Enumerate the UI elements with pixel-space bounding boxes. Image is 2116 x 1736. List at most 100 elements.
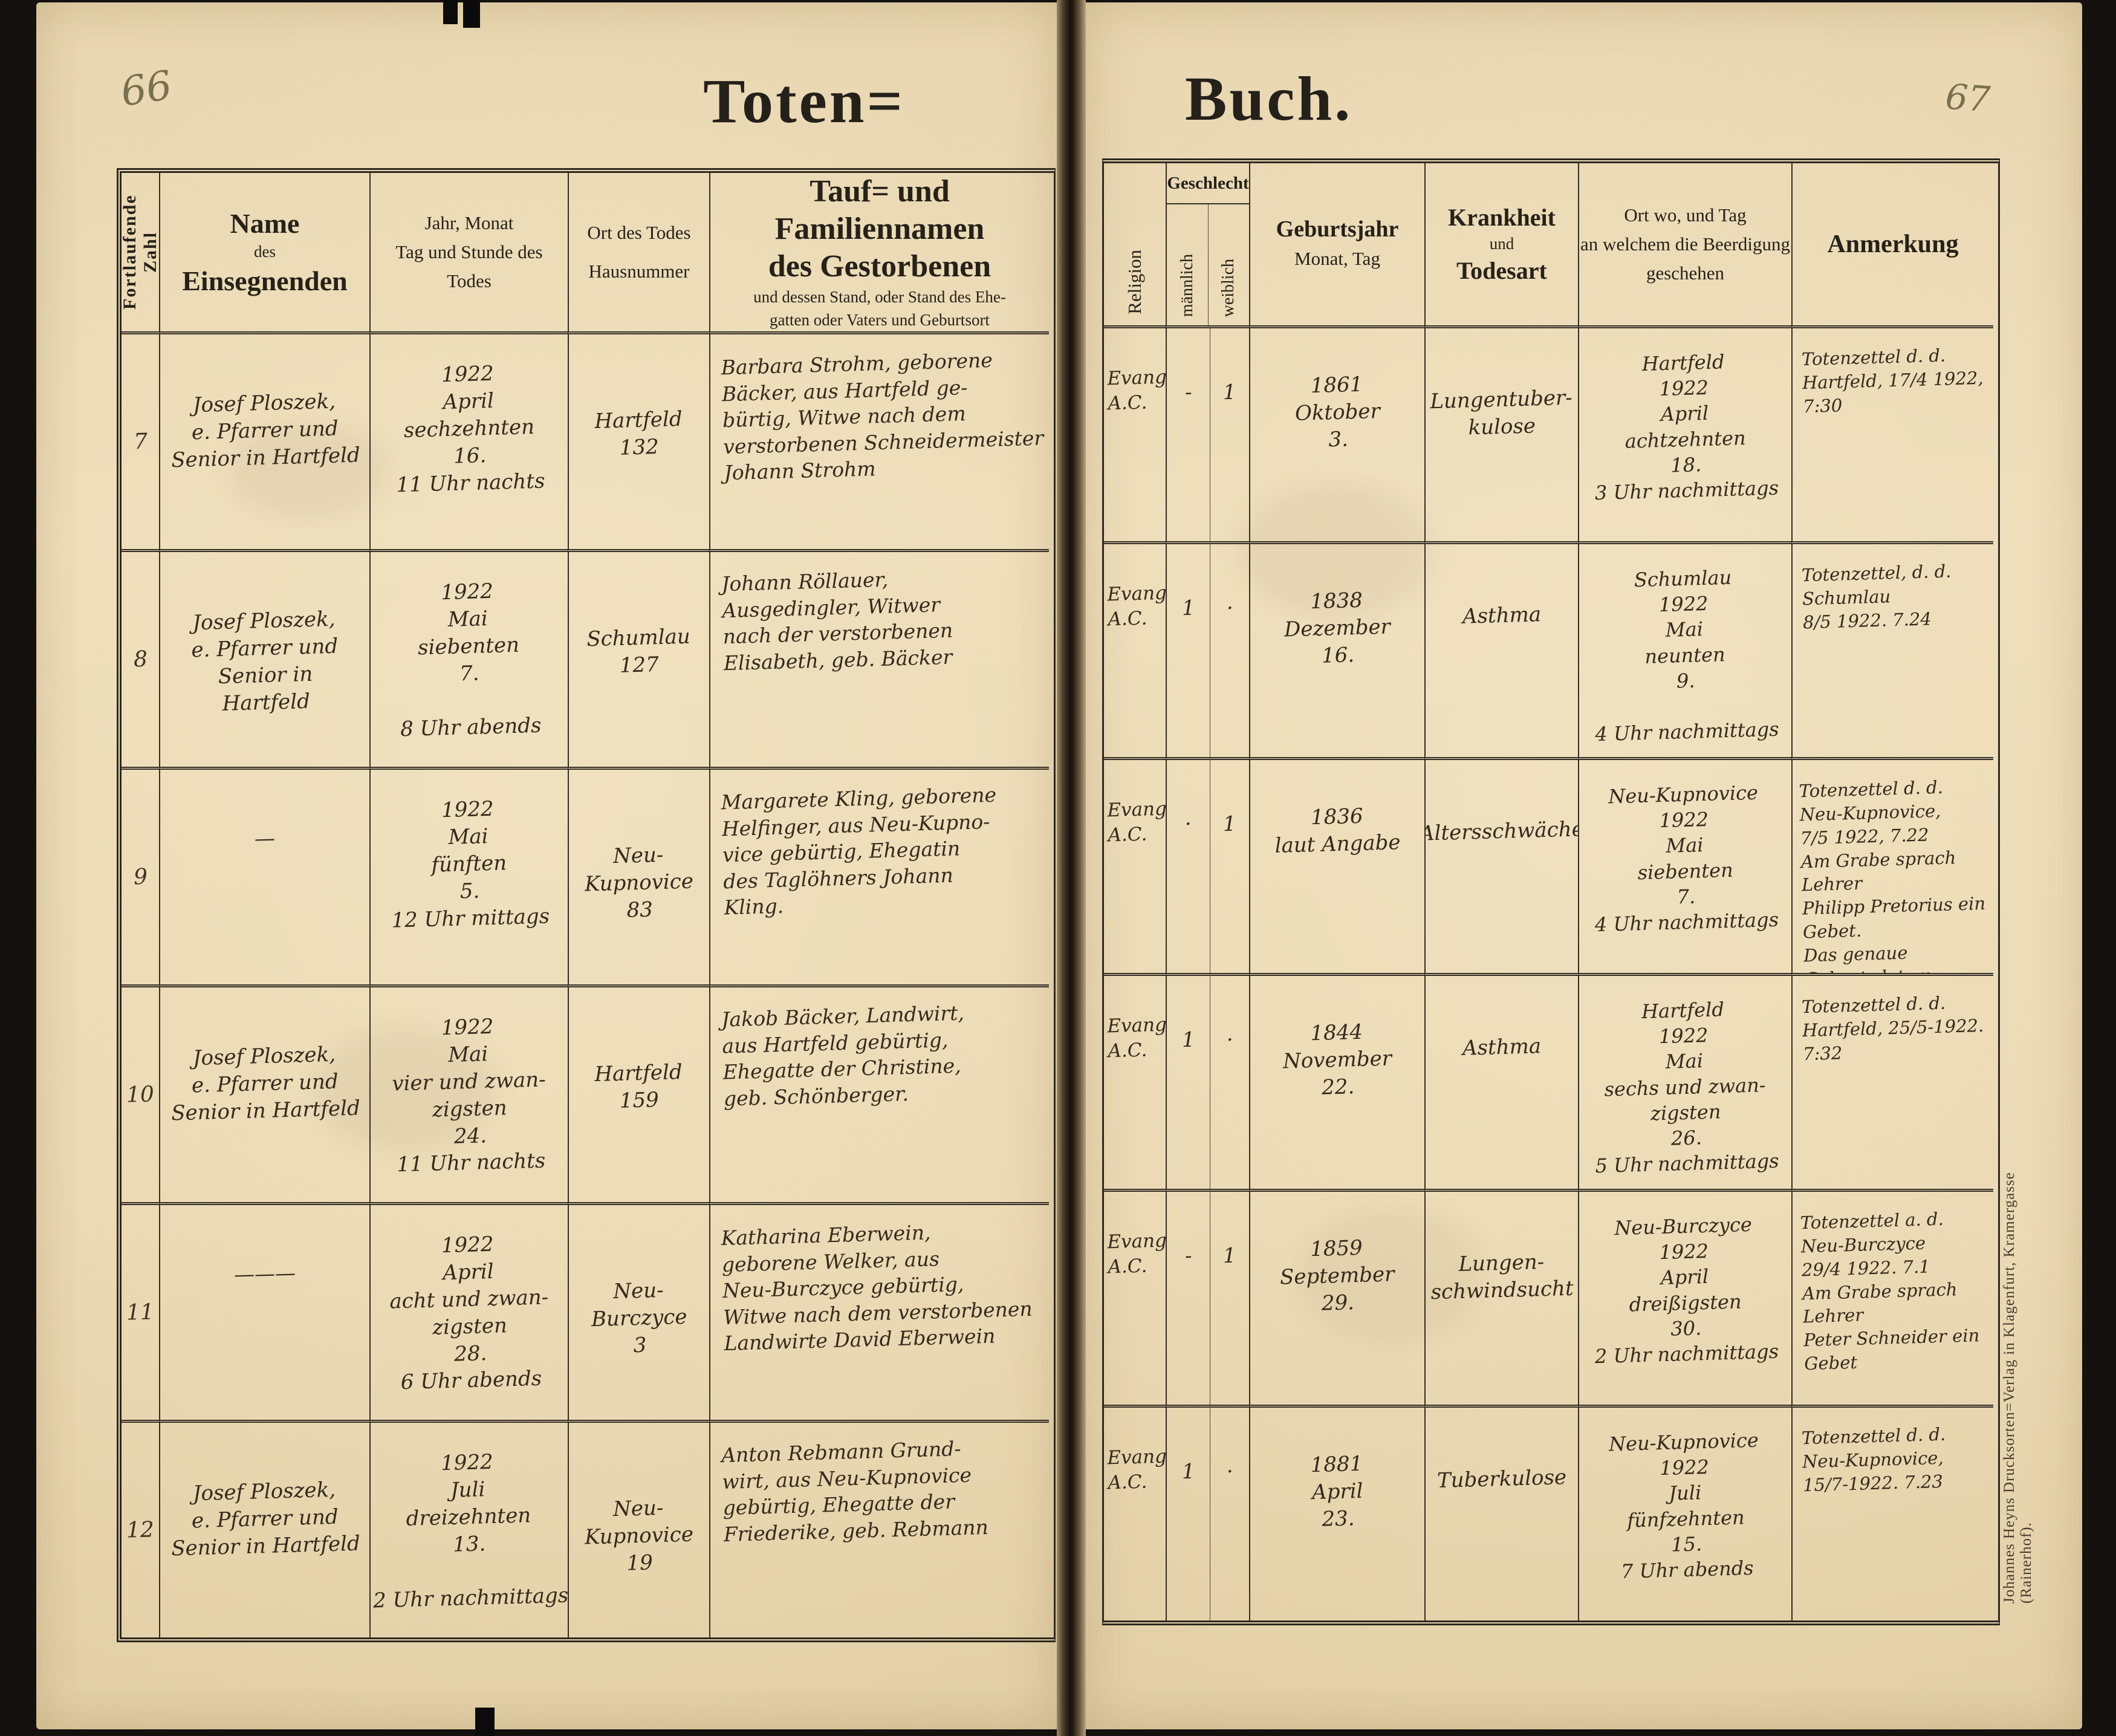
header-label: Geburtsjahr (1276, 216, 1399, 242)
row9-maennlich: · (1166, 757, 1210, 973)
row11-beerdigung: Neu-Burczyce 1922 April dreißigsten 30. … (1578, 1189, 1791, 1405)
header-beerdigung: Ort wo, und Tag an welchem die Beerdigun… (1578, 163, 1791, 325)
entry-date: 1922 Mai siebenten 7. 8 Uhr abends (400, 579, 542, 742)
entry-date: 1922 Mai vier und zwan- zigsten 24. 11 U… (391, 1014, 547, 1177)
row9-ort: Neu- Kupnovice 83 (568, 767, 709, 984)
header-todesdatum: Jahr, Monat Tag und Stunde des Todes (369, 173, 568, 331)
entry-male-mark: 1 (1181, 596, 1195, 621)
header-label: Krankheit (1448, 204, 1556, 232)
row12-weiblich: · (1210, 1405, 1249, 1621)
row12-verstorbene: Anton Rebmann Grund- wirt, aus Neu-Kupno… (709, 1420, 1049, 1637)
header-religion: Religion (1104, 163, 1166, 325)
entry-name: — (254, 826, 276, 851)
entry-illness: Tuberkulose (1436, 1465, 1567, 1493)
entry-male-mark: · (1184, 811, 1192, 837)
row10-geburt: 1844 November 22. (1249, 973, 1424, 1189)
entry-note: Totenzettel d. d. Hartfeld, 17/4 1922, 7… (1801, 345, 1984, 417)
row10-maennlich: 1 (1166, 973, 1210, 1189)
row8-einsegnender: Josef Ploszek, e. Pfarrer und Senior in … (159, 549, 369, 767)
row7-weiblich: 1 (1210, 325, 1249, 541)
book-gutter (1057, 0, 1086, 1736)
entry-name: Josef Ploszek, e. Pfarrer und Senior in … (170, 1477, 360, 1561)
row9-krankheit: Altersschwäche (1424, 757, 1578, 973)
entry-female-mark: 1 (1222, 1243, 1237, 1269)
header-label: weiblich (1219, 258, 1238, 317)
row11-ort: Neu- Burczyce 3 (568, 1202, 709, 1420)
entry-male-mark: 1 (1181, 1027, 1195, 1053)
right-table: Religion Geschlecht männlich weiblich Ge… (1102, 158, 2000, 1625)
entry-burial: Neu-Kupnovice 1922 Juli fünfzehnten 15. … (1608, 1428, 1759, 1584)
row9-einsegnender: — (159, 767, 369, 984)
binding-tab-top-1 (443, 0, 458, 24)
header-label: Jahr, Monat Tag und Stunde des Todes (395, 212, 543, 292)
entry-illness: Asthma (1462, 1034, 1542, 1061)
entry-burial: Hartfeld 1922 April achtzehnten 18. 3 Uh… (1594, 350, 1779, 505)
entry-note: Totenzettel a. d. Neu-Burczyce 29/4 1922… (1800, 1208, 1980, 1374)
header-label: und dessen Stand, oder Stand des Ehe- ga… (753, 287, 1006, 329)
row11-verstorbene: Katharina Eberwein, geborene Welker, aus… (709, 1202, 1049, 1420)
entry-name: Josef Ploszek, e. Pfarrer und Senior in … (170, 1042, 360, 1126)
row10-verstorbene: Jakob Bäcker, Landwirt, aus Hartfeld geb… (709, 984, 1049, 1202)
header-label: Religion (1124, 250, 1145, 314)
header-krankheit: Krankheit und Todesart (1424, 163, 1578, 325)
entry-deceased: Anton Rebmann Grund- wirt, aus Neu-Kupno… (721, 1437, 989, 1546)
row9-todesdatum: 1922 Mai fünften 5. 12 Uhr mittags (369, 767, 568, 984)
entry-religion: Evang A.C. (1106, 798, 1166, 847)
row11-anmerkung: Totenzettel a. d. Neu-Burczyce 29/4 1922… (1791, 1189, 1993, 1405)
row11-zahl: 11 (122, 1202, 159, 1420)
entry-male-mark: - (1184, 380, 1192, 405)
entry-religion: Evang A.C. (1106, 366, 1166, 415)
entry-number: 11 (126, 1299, 155, 1325)
entry-note: Totenzettel d. d. Neu-Kupnovice, 15/7-19… (1801, 1423, 1946, 1496)
entry-female-mark: 1 (1222, 380, 1237, 405)
row7-einsegnender: Josef Ploszek, e. Pfarrer und Senior in … (159, 331, 369, 549)
row11-religion: Evang A.C. (1104, 1189, 1166, 1405)
entry-place: Neu- Kupnovice 83 (584, 842, 694, 923)
row9-beerdigung: Neu-Kupnovice 1922 Mai siebenten 7. 4 Uh… (1578, 757, 1791, 973)
book-title-left: Toten= (703, 67, 905, 136)
entry-illness: Lungen- schwindsucht (1430, 1250, 1574, 1305)
row8-ort: Schumlau 127 (568, 549, 709, 767)
row8-religion: Evang A.C. (1104, 541, 1166, 757)
entry-religion: Evang A.C. (1106, 1013, 1166, 1062)
entry-date: 1922 April acht und zwan- zigsten 28. 6 … (389, 1232, 549, 1395)
header-label: des Gestorbenen (768, 249, 991, 284)
row8-geburt: 1838 Dezember 16. (1249, 541, 1424, 757)
header-label: Fortlaufende Zahl (122, 194, 159, 310)
header-label: Hausnummer (588, 261, 690, 282)
binding-tab-bottom (475, 1708, 495, 1736)
entry-deceased: Jakob Bäcker, Landwirt, aus Hartfeld geb… (721, 1001, 965, 1111)
printer-imprint: Johannes Heyns Drucksorten=Verlag in Kla… (2001, 1172, 2034, 1604)
binding-tab-top-2 (463, 0, 480, 28)
header-label: Geschlecht (1167, 163, 1249, 204)
row10-ort: Hartfeld 159 (568, 984, 709, 1202)
entry-birthdate: 1838 Dezember 16. (1284, 588, 1391, 668)
row11-todesdatum: 1922 April acht und zwan- zigsten 28. 6 … (369, 1202, 568, 1420)
row11-krankheit: Lungen- schwindsucht (1424, 1189, 1578, 1405)
entry-male-mark: 1 (1181, 1459, 1195, 1484)
entry-place: Neu- Kupnovice 19 (584, 1495, 694, 1576)
entry-note: Totenzettel d. d. Hartfeld, 25/5-1922. 7… (1801, 992, 1984, 1064)
row8-anmerkung: Totenzettel, d. d. Schumlau 8/5 1922. 7.… (1791, 541, 1993, 757)
row12-zahl: 12 (122, 1420, 159, 1637)
entry-birthdate: 1861 Oktober 3. (1294, 372, 1380, 452)
entry-birthdate: 1836 laut Angabe (1274, 804, 1401, 858)
row10-einsegnender: Josef Ploszek, e. Pfarrer und Senior in … (159, 984, 369, 1202)
row7-beerdigung: Hartfeld 1922 April achtzehnten 18. 3 Uh… (1578, 325, 1791, 541)
row8-beerdigung: Schumlau 1922 Mai neunten 9. 4 Uhr nachm… (1578, 541, 1791, 757)
entry-deceased: Margarete Kling, geborene Helfinger, aus… (721, 782, 997, 920)
entry-date: 1922 April sechzehnten 16. 11 Uhr nachts (396, 361, 545, 497)
header-label: Todesart (1456, 256, 1547, 284)
entry-religion: Evang A.C. (1106, 1229, 1166, 1278)
entry-deceased: Katharina Eberwein, geborene Welker, aus… (721, 1220, 1033, 1356)
header-label: Ort des Todes (587, 221, 691, 243)
row9-religion: Evang A.C. (1104, 757, 1166, 973)
entry-male-mark: - (1184, 1243, 1192, 1269)
row7-todesdatum: 1922 April sechzehnten 16. 11 Uhr nachts (369, 331, 568, 549)
entry-number: 12 (126, 1517, 155, 1543)
entry-number: 9 (132, 864, 148, 890)
header-verstorbene: Tauf= und Familiennamen des Gestorbenen … (709, 173, 1049, 331)
header-label: Monat, Tag (1294, 247, 1380, 269)
entry-name: ——— (233, 1261, 296, 1287)
entry-name: Josef Ploszek, e. Pfarrer und Senior in … (170, 389, 360, 473)
